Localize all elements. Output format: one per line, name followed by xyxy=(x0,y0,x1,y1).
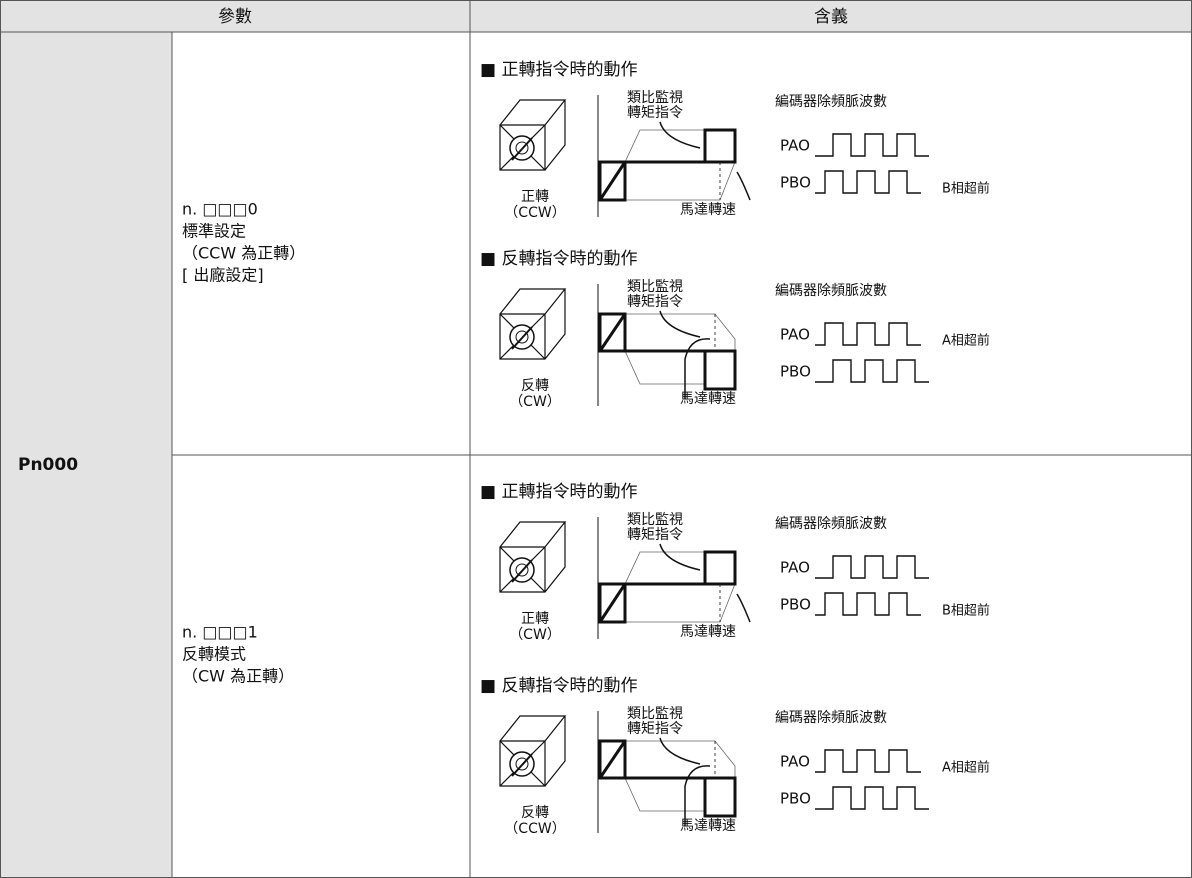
header: 含義 xyxy=(814,7,848,27)
label: [ 出廠設定] xyxy=(182,266,264,285)
shape xyxy=(659,310,701,338)
shape xyxy=(511,326,533,350)
label: PAO xyxy=(780,326,810,344)
shape xyxy=(736,171,751,201)
shape xyxy=(659,737,701,765)
label: （CW） xyxy=(509,627,561,643)
label: 類比監視 xyxy=(627,89,683,106)
label: （CW 為正轉） xyxy=(182,667,294,686)
shape xyxy=(815,749,921,773)
shape xyxy=(815,555,929,579)
shape xyxy=(736,593,751,623)
shape xyxy=(499,99,567,171)
shaft xyxy=(515,330,529,344)
label: 轉矩指令 xyxy=(627,105,683,121)
label: 正轉 xyxy=(521,611,549,627)
shape xyxy=(815,359,929,383)
shape xyxy=(815,786,929,810)
shape xyxy=(624,313,736,385)
param-bg xyxy=(0,32,172,878)
label: 類比監視 xyxy=(627,705,683,722)
shape xyxy=(598,739,737,818)
label: PBO xyxy=(780,363,811,381)
label: n. □□□1 xyxy=(182,623,258,642)
label: 馬達轉速 xyxy=(680,202,736,218)
shape xyxy=(499,288,567,360)
shape xyxy=(815,170,921,194)
label: 編碼器除頻脈波數 xyxy=(775,94,887,110)
label: ■ 反轉指令時的動作 xyxy=(480,676,637,696)
label: n. □□□0 xyxy=(182,200,258,219)
parameter: Pn000 xyxy=(18,455,78,475)
label: PAO xyxy=(780,559,810,577)
shape xyxy=(815,322,921,346)
shape xyxy=(598,550,737,624)
shape xyxy=(624,740,736,812)
shape xyxy=(815,133,929,157)
label: 反轉模式 xyxy=(182,645,246,664)
shape xyxy=(511,559,533,583)
label: PBO xyxy=(780,790,811,808)
label: 馬達轉速 xyxy=(680,818,736,834)
shaft xyxy=(515,141,529,155)
label: B相超前 xyxy=(942,181,990,197)
label: PBO xyxy=(780,596,811,614)
label: 類比監視 xyxy=(627,278,683,295)
label: A相超前 xyxy=(942,760,990,776)
label: PAO xyxy=(780,137,810,155)
label: 轉矩指令 xyxy=(627,294,683,310)
shape xyxy=(659,121,701,149)
label: 馬達轉速 xyxy=(680,391,736,407)
label: 轉矩指令 xyxy=(627,527,683,543)
shaft xyxy=(515,757,529,771)
label: （CW） xyxy=(509,394,561,410)
shape xyxy=(499,715,567,787)
shape xyxy=(815,592,921,616)
header-bg xyxy=(0,0,1192,32)
shaft xyxy=(515,563,529,577)
label: ■ 正轉指令時的動作 xyxy=(480,60,637,80)
label: B相超前 xyxy=(942,603,990,619)
shape xyxy=(511,753,533,777)
shape xyxy=(499,521,567,593)
shape xyxy=(598,312,737,391)
label: ■ 反轉指令時的動作 xyxy=(480,249,637,269)
shape xyxy=(659,543,701,571)
label: 反轉 xyxy=(521,378,549,394)
shape xyxy=(684,765,711,826)
label: （CCW） xyxy=(504,205,565,221)
label: PAO xyxy=(780,753,810,771)
label: 正轉 xyxy=(521,189,549,205)
label: ■ 正轉指令時的動作 xyxy=(480,482,637,502)
label: （CCW） xyxy=(504,821,565,837)
shape xyxy=(511,137,533,161)
label: A相超前 xyxy=(942,333,990,349)
label: 轉矩指令 xyxy=(627,721,683,737)
label: PBO xyxy=(780,174,811,192)
label: 標準設定 xyxy=(182,222,246,241)
shape xyxy=(624,551,736,623)
shape xyxy=(598,128,737,202)
label: 編碼器除頻脈波數 xyxy=(775,710,887,726)
shape xyxy=(624,129,736,201)
label: 馬達轉速 xyxy=(680,624,736,640)
label: （CCW 為正轉） xyxy=(182,244,305,263)
label: 反轉 xyxy=(521,805,549,821)
label: 編碼器除頻脈波數 xyxy=(775,516,887,532)
shape xyxy=(684,338,711,399)
label: 類比監視 xyxy=(627,511,683,528)
label: 編碼器除頻脈波數 xyxy=(775,283,887,299)
header: 參數 xyxy=(218,7,252,27)
